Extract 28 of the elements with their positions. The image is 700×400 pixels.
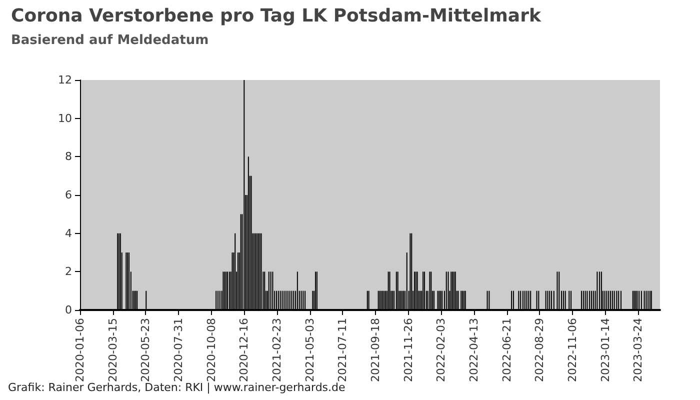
x-tick-label: 2022-08-29 bbox=[533, 318, 546, 382]
x-tick-label: 2022-11-06 bbox=[566, 318, 579, 382]
text: Grafik: Rainer Gerhards, Daten: RKI | www.rainer-gerhards.de bbox=[8, 381, 346, 394]
y-tick-label: 0 bbox=[65, 304, 72, 316]
x-tick-label: 2021-09-18 bbox=[368, 318, 382, 382]
chart-title: Corona Verstorbene pro Tag LK Potsdam-Mittelmark bbox=[11, 6, 542, 26]
y-tick-label: 2 bbox=[65, 265, 72, 278]
x-tick-label: 2022-02-03 bbox=[434, 318, 448, 382]
x-tick-label: 2022-04-13 bbox=[467, 318, 480, 382]
x-tick-label: 2023-01-14 bbox=[598, 318, 612, 382]
y-tick-label: 12 bbox=[58, 74, 72, 86]
x-tick-label: 2020-07-31 bbox=[172, 318, 185, 382]
x-tick-label: 2022-06-21 bbox=[500, 318, 514, 382]
y-tick-label: 10 bbox=[58, 112, 72, 125]
y-tick-label: 6 bbox=[65, 188, 72, 202]
x-tick-label: 2020-01-06 bbox=[74, 318, 86, 382]
chart-subtitle: Basierend auf Meldedatum bbox=[11, 33, 209, 48]
x-tick-label: 2023-03-24 bbox=[632, 318, 645, 382]
x-tick-label: 2021-07-11 bbox=[336, 318, 350, 382]
x-tick-label: 2021-05-03 bbox=[303, 318, 316, 382]
y-tick-label: 8 bbox=[65, 150, 72, 164]
y-tick-label: 4 bbox=[65, 226, 72, 240]
x-tick-label: 2021-11-26 bbox=[402, 318, 415, 382]
x-tick-label: 2021-02-23 bbox=[270, 318, 284, 382]
x-tick-label: 2020-10-08 bbox=[204, 318, 218, 382]
x-tick-label: 2020-05-23 bbox=[139, 318, 152, 382]
x-tick-label: 2020-03-15 bbox=[106, 318, 120, 382]
x-tick-label: 2020-12-16 bbox=[238, 318, 251, 382]
